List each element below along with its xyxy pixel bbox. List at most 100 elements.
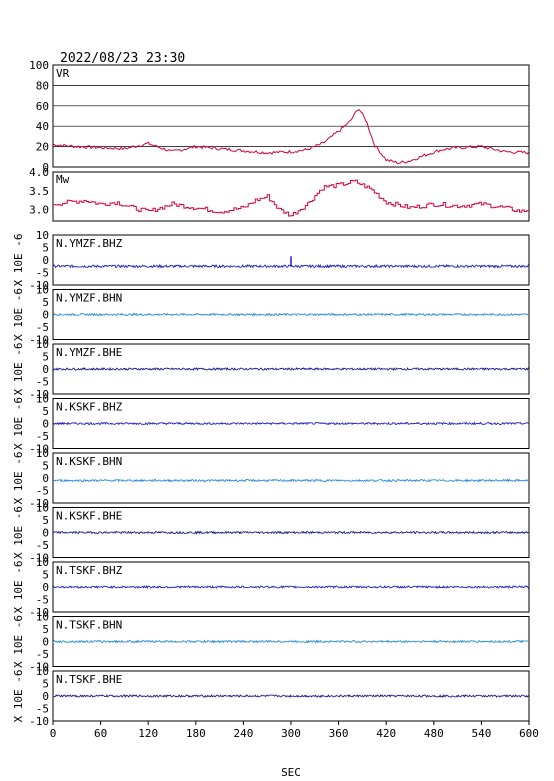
- trace-tick-label: 10: [36, 502, 49, 515]
- vr-tick-label: 40: [36, 120, 49, 133]
- trace-tick-label: 10: [36, 284, 49, 297]
- trace-tick-label: -5: [36, 594, 49, 607]
- trace-label: N.KSKF.BHN: [56, 455, 122, 468]
- trace-tick-label: 10: [36, 665, 49, 678]
- trace-tick-label: 0: [42, 581, 49, 594]
- trace-panel-frame: [52, 452, 530, 504]
- trace-tick-label: -10: [29, 334, 49, 347]
- trace-tick-label: -5: [36, 648, 49, 661]
- trace-tick-label: -10: [29, 552, 49, 565]
- trace-tick-label: 10: [36, 229, 49, 242]
- trace-tick-label: -5: [36, 485, 49, 498]
- trace-tick-label: 0: [42, 418, 49, 431]
- trace-tick-label: 0: [42, 690, 49, 703]
- trace-tick-label: 5: [42, 460, 49, 473]
- trace-tick-label: 10: [36, 556, 49, 569]
- trace-waveform-line: [52, 639, 530, 644]
- trace-label: N.TSKF.BHE: [56, 673, 122, 686]
- vr-tick-label: 100: [29, 59, 49, 72]
- trace-waveform-line: [52, 585, 530, 590]
- x-tick-label: 600: [519, 727, 539, 740]
- vr-tick-label: 80: [36, 79, 49, 92]
- trace-waveform-line: [52, 312, 530, 317]
- mw-tick-label: 3.5: [29, 185, 49, 198]
- trace-tick-label: -5: [36, 539, 49, 552]
- trace-tick-label: -5: [36, 321, 49, 334]
- trace-tick-label: 5: [42, 514, 49, 527]
- trace-waveform-line: [52, 694, 530, 699]
- vr-series-line: [52, 108, 530, 165]
- trace-tick-label: 10: [36, 447, 49, 460]
- trace-unit-label: X 10E -6: [12, 561, 25, 614]
- trace-tick-label: 0: [42, 254, 49, 267]
- trace-unit-label: X 10E -6: [12, 670, 25, 723]
- x-tick-label: 540: [471, 727, 491, 740]
- trace-tick-label: -10: [29, 443, 49, 456]
- trace-unit-label: X 10E -6: [12, 506, 25, 559]
- trace-waveform-line: [52, 421, 529, 426]
- trace-waveform-line: [52, 530, 530, 535]
- trace-unit-label: X 10E -6: [12, 234, 25, 287]
- trace-unit-label: X 10E -6: [12, 452, 25, 505]
- trace-tick-label: -5: [36, 703, 49, 716]
- trace-panel-frame: [52, 289, 530, 340]
- vr-tick-label: 20: [36, 141, 49, 154]
- x-tick-label: 180: [186, 727, 206, 740]
- trace-label: N.TSKF.BHZ: [56, 564, 123, 577]
- trace-panel-frame: [52, 234, 530, 286]
- mw-series-line: [53, 179, 529, 217]
- trace-tick-label: 10: [36, 393, 49, 406]
- x-tick-label: 240: [233, 727, 253, 740]
- vr-tick-label: 0: [42, 161, 49, 174]
- trace-unit-label: X 10E -6: [12, 288, 25, 341]
- trace-tick-label: -10: [29, 497, 49, 510]
- trace-unit-label: X 10E -6: [12, 343, 25, 396]
- x-tick-label: 60: [94, 727, 107, 740]
- trace-tick-label: 0: [42, 527, 49, 540]
- trace-tick-label: -10: [29, 279, 49, 292]
- trace-label: N.KSKF.BHZ: [56, 401, 123, 414]
- trace-label: N.YMZF.BHE: [56, 346, 122, 359]
- trace-tick-label: -10: [29, 606, 49, 619]
- mw-panel-frame: [52, 171, 530, 222]
- x-tick-label: 360: [329, 727, 349, 740]
- mw-tick-label: 4.0: [29, 166, 49, 179]
- x-tick-label: 0: [50, 727, 57, 740]
- trace-tick-label: 0: [42, 636, 49, 649]
- datetime-title: 2022/08/23 23:30: [60, 51, 185, 66]
- trace-tick-label: 5: [42, 296, 49, 309]
- trace-tick-label: 0: [42, 363, 49, 376]
- trace-tick-label: -5: [36, 430, 49, 443]
- x-tick-label: 300: [281, 727, 301, 740]
- mw-tick-label: 3.0: [29, 204, 49, 217]
- trace-waveform-line: [52, 263, 530, 269]
- trace-tick-label: -10: [29, 715, 49, 728]
- trace-tick-label: 10: [36, 611, 49, 624]
- trace-tick-label: 5: [42, 351, 49, 364]
- vr-panel-frame: [52, 64, 530, 168]
- trace-tick-label: 10: [36, 338, 49, 351]
- trace-label: N.YMZF.BHN: [56, 292, 122, 305]
- trace-label: N.KSKF.BHE: [56, 510, 122, 523]
- x-axis-label: SEC: [281, 766, 301, 779]
- trace-unit-label: X 10E -6: [12, 397, 25, 450]
- trace-label: N.YMZF.BHZ: [56, 237, 123, 250]
- trace-label: N.TSKF.BHN: [56, 619, 122, 632]
- trace-tick-label: 5: [42, 569, 49, 582]
- trace-tick-label: 5: [42, 242, 49, 255]
- trace-waveform-line: [52, 478, 530, 483]
- trace-unit-label: X 10E -6: [12, 615, 25, 668]
- trace-tick-label: 5: [42, 678, 49, 691]
- x-tick-label: 120: [138, 727, 158, 740]
- mw-panel-label: Mw: [56, 173, 70, 186]
- x-tick-label: 420: [376, 727, 396, 740]
- trace-tick-label: 5: [42, 405, 49, 418]
- trace-tick-label: 5: [42, 623, 49, 636]
- vr-panel-label: VR: [56, 67, 70, 80]
- trace-waveform-line: [52, 366, 530, 372]
- x-tick-label: 480: [424, 727, 444, 740]
- trace-tick-label: -10: [29, 388, 49, 401]
- trace-tick-label: -5: [36, 267, 49, 280]
